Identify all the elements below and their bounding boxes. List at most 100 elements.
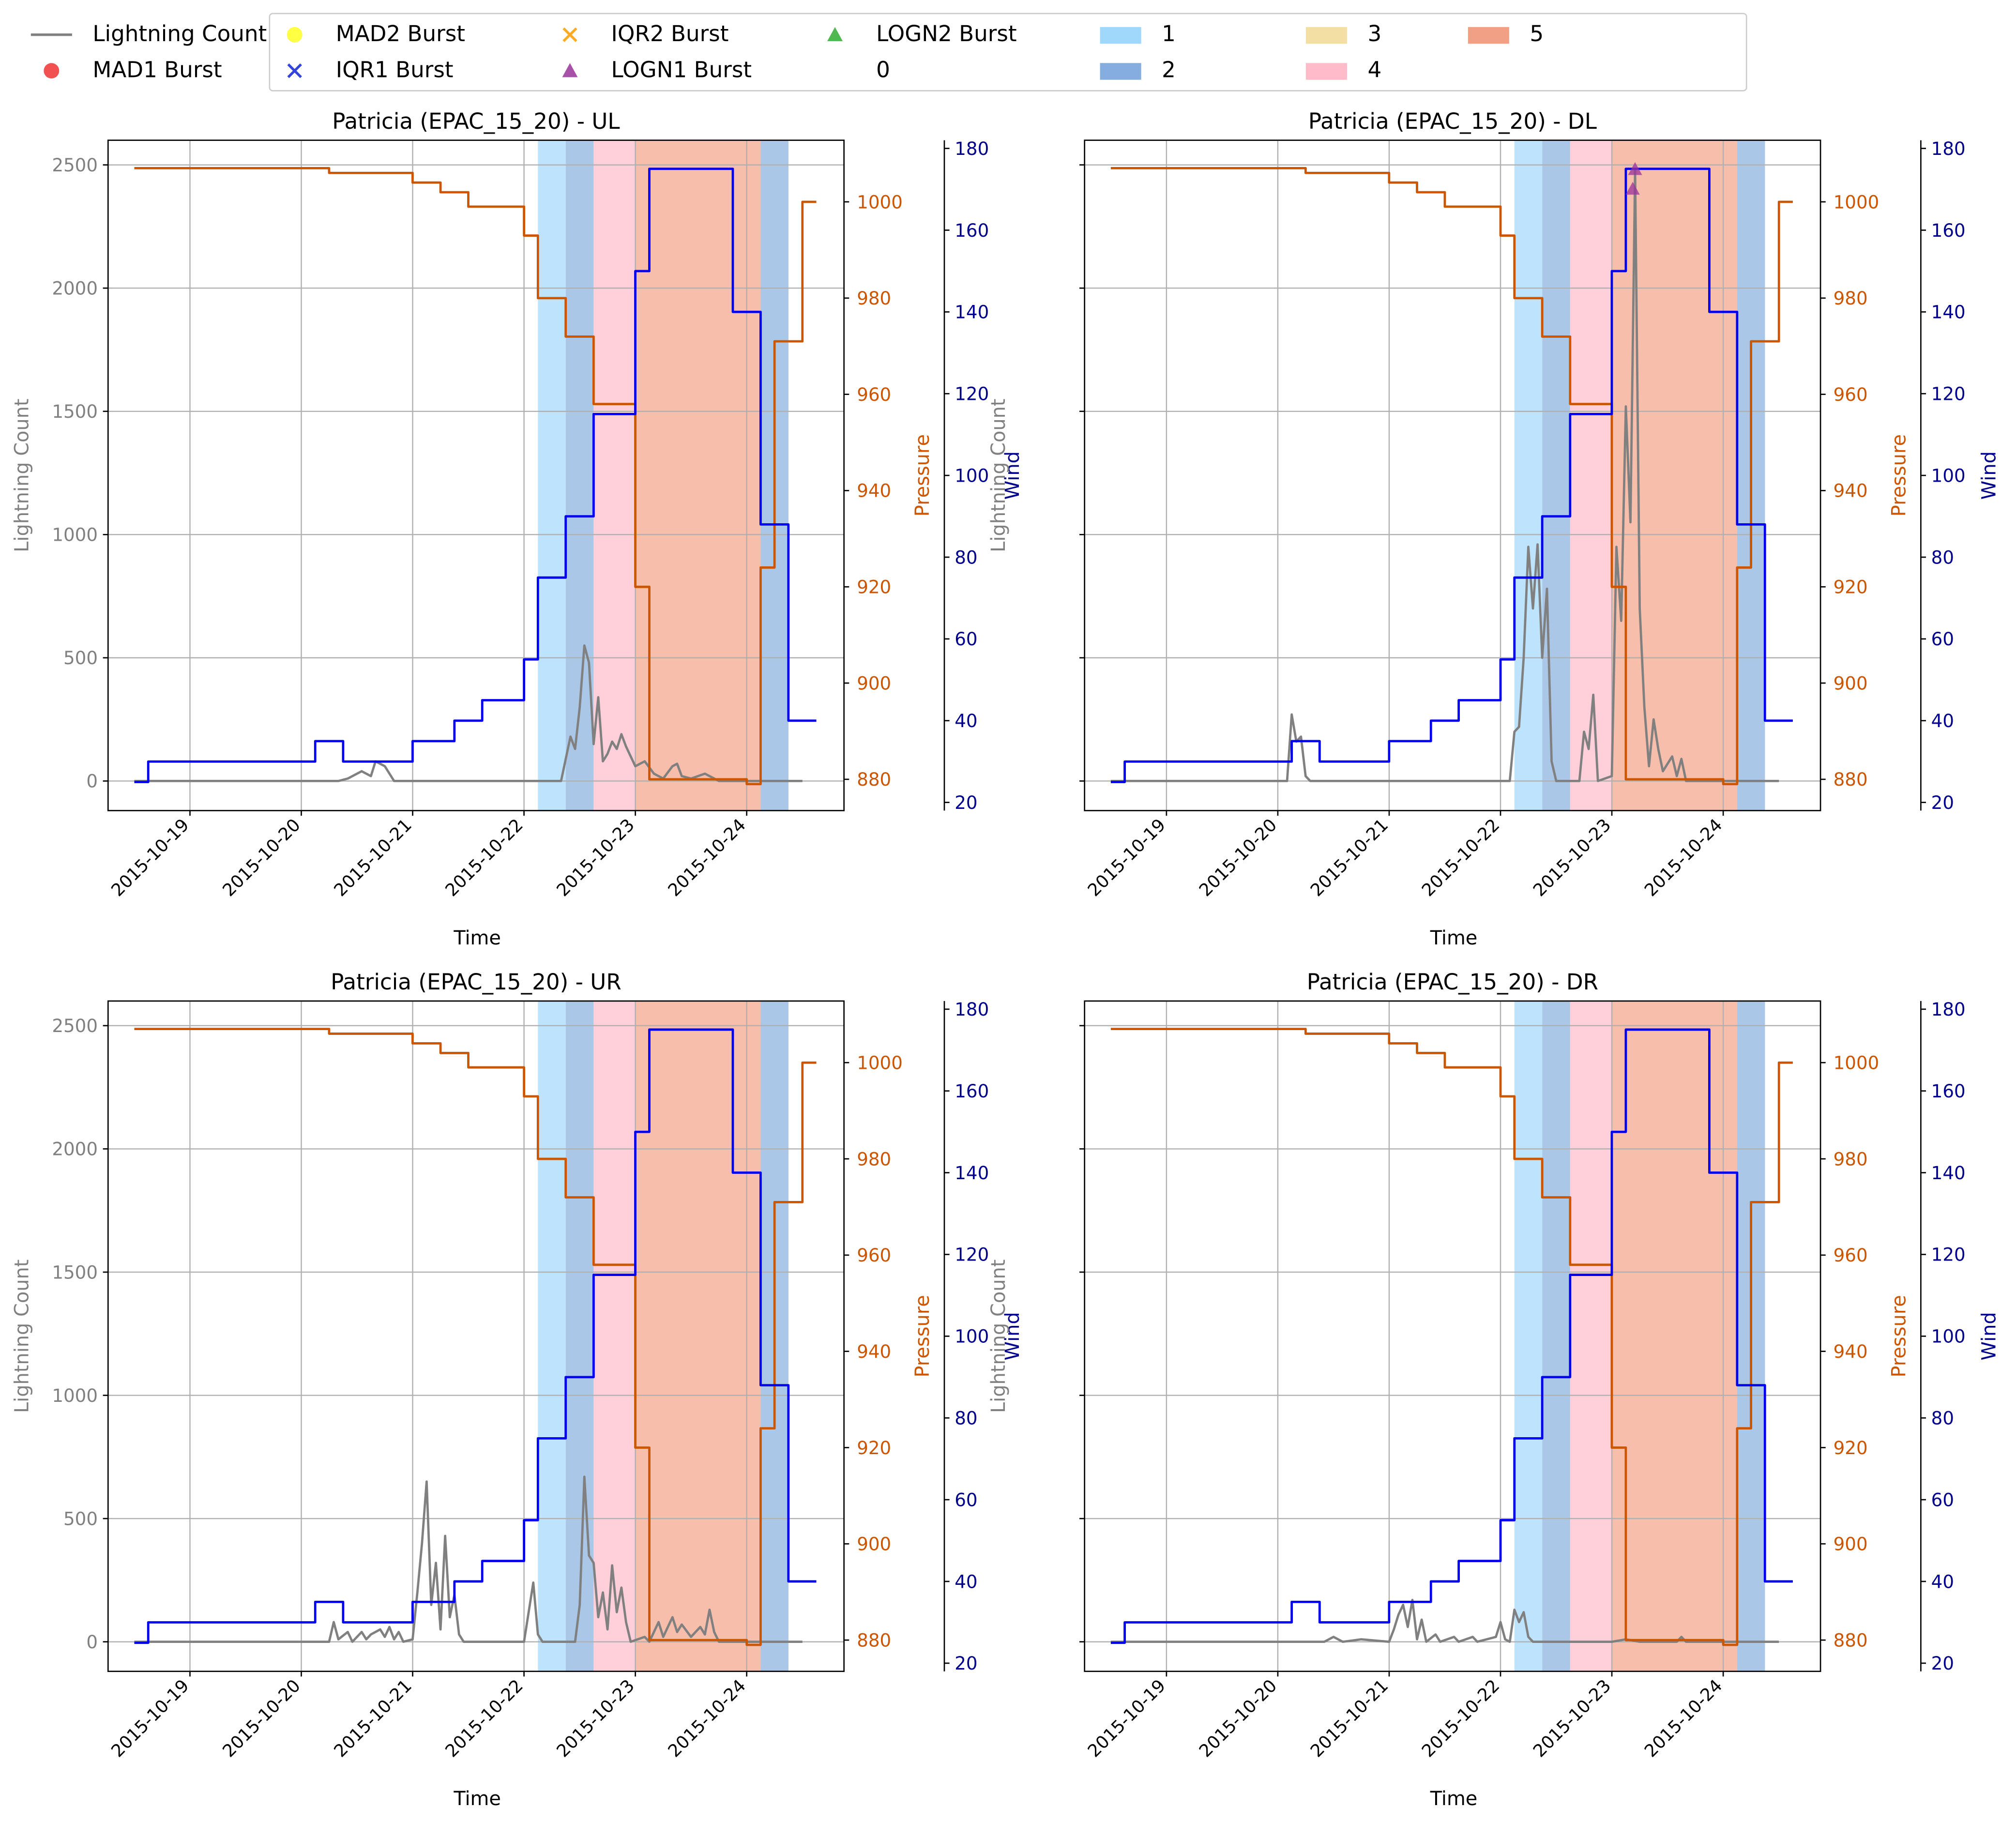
x-axis-label: Time: [453, 1788, 501, 1810]
legend-patch-icon: [1465, 21, 1512, 49]
wind-tick-label: 140: [1931, 1162, 1966, 1184]
legend-line-icon: [28, 21, 75, 49]
legend-label: 2: [1162, 58, 1176, 84]
legend-triangle-icon: [547, 57, 593, 85]
legend-item: MAD2 Burst: [272, 18, 465, 51]
wind-tick-label: 160: [1931, 220, 1966, 241]
wind-tick-label: 20: [955, 792, 977, 813]
y-tick-label: 1000: [52, 1385, 98, 1406]
pressure-tick-label: 920: [1834, 1437, 1868, 1458]
wind-tick-label: 120: [1931, 1244, 1966, 1265]
legend-label: IQR1 Burst: [335, 58, 454, 84]
x-tick-label: 2015-10-21: [1307, 815, 1392, 900]
legend-patch-icon: [1097, 57, 1144, 85]
x-tick-label: 2015-10-21: [330, 1676, 415, 1761]
figure-legend: Lightning Count MAD1 Burst MAD2 Burst IQR1 …: [30, 13, 1747, 91]
pressure-tick-label: 1000: [1834, 191, 1880, 213]
pressure-tick-label: 980: [1834, 1148, 1868, 1170]
y-tick-label: 2000: [52, 1139, 98, 1160]
legend-label: Lightning Count: [92, 22, 267, 48]
legend-circle-icon: [28, 57, 75, 85]
category-band-5: [1612, 140, 1737, 811]
legend-label: 5: [1530, 22, 1544, 48]
x-tick-label: 2015-10-20: [219, 1676, 304, 1761]
x-tick-label: 2015-10-24: [1641, 815, 1726, 900]
legend-item: 3: [1304, 18, 1381, 51]
category-band-2: [1542, 140, 1570, 811]
legend-item: 0: [812, 54, 890, 88]
y-axis-label: Lightning Count: [11, 1260, 33, 1413]
legend-label: LOGN1 Burst: [611, 58, 752, 84]
category-band-4: [1570, 140, 1612, 811]
wind-tick-label: 120: [955, 1244, 989, 1265]
panel-2: 2015-10-19 2015-10-20 2015-10-21 2015-10-22…: [987, 108, 2001, 949]
y-axis-label: Lightning Count: [987, 1260, 1010, 1413]
panel-title: Patricia (EPAC_15_20) - DR: [1307, 969, 1598, 995]
pressure-tick-label: 1000: [857, 1052, 903, 1073]
wind-tick-label: 140: [955, 1162, 989, 1184]
legend-patch-icon: [1304, 57, 1350, 85]
wind-tick-label: 40: [1931, 1571, 1954, 1592]
category-band-4: [593, 140, 636, 811]
x-tick-label: 2015-10-21: [1307, 1676, 1392, 1761]
wind-tick-label: 160: [955, 220, 989, 241]
legend-label: MAD2 Burst: [335, 22, 466, 48]
pressure-tick-label: 960: [857, 1245, 891, 1266]
pressure-tick-label: 940: [1834, 1341, 1868, 1362]
pressure-tick-label: 920: [1834, 577, 1868, 598]
wind-tick-label: 100: [1931, 1326, 1966, 1347]
pressure-tick-label: 880: [1834, 769, 1868, 790]
y-tick-label: 500: [63, 1508, 98, 1529]
category-band-1: [538, 140, 566, 811]
wind-tick-label: 80: [1931, 1408, 1954, 1429]
series-lightning-count: [134, 1475, 803, 1643]
series-lightning-count: [1110, 168, 1779, 782]
legend-label: 1: [1162, 22, 1176, 48]
wind-tick-label: 80: [955, 1408, 977, 1429]
wind-tick-label: 60: [1931, 1489, 1954, 1510]
x-tick-label: 2015-10-23: [553, 1676, 638, 1761]
wind-tick-label: 40: [955, 1571, 977, 1592]
pressure-tick-label: 900: [857, 1534, 891, 1555]
x-tick-label: 2015-10-23: [1530, 1676, 1615, 1761]
panel-3: 2015-10-19 2015-10-20 2015-10-21 2015-10-22…: [11, 969, 1024, 1810]
series-wind: [1110, 167, 1793, 783]
pressure-tick-label: 880: [857, 769, 891, 790]
series-lightning-count: [1110, 1598, 1779, 1643]
pressure-tick-label: 1000: [1834, 1052, 1880, 1073]
pressure-axis-label: Pressure: [911, 1295, 934, 1377]
wind-tick-label: 100: [1931, 465, 1966, 486]
y-tick-label: 0: [86, 1631, 98, 1653]
wind-tick-label: 120: [1931, 383, 1966, 405]
pressure-tick-label: 940: [857, 480, 891, 501]
pressure-axis-label: Pressure: [1888, 1295, 1910, 1377]
category-band-5: [1612, 1001, 1737, 1671]
legend-label: IQR2 Burst: [611, 22, 729, 48]
wind-tick-label: 80: [955, 547, 977, 568]
category-band-1: [1514, 1001, 1543, 1671]
wind-tick-label: 20: [1931, 792, 1954, 813]
legend-item: IQR2 Burst: [547, 18, 729, 51]
x-axis-label: Time: [453, 927, 501, 949]
x-axis-label: Time: [1430, 1788, 1478, 1810]
pressure-tick-label: 880: [1834, 1629, 1868, 1651]
wind-tick-label: 180: [955, 999, 989, 1020]
category-band-5: [635, 140, 761, 811]
x-tick-label: 2015-10-24: [1641, 1676, 1726, 1761]
category-band-1: [538, 1001, 566, 1671]
plot-area: [108, 140, 844, 811]
wind-tick-label: 40: [955, 710, 977, 731]
pressure-tick-label: 900: [1834, 672, 1868, 694]
logn1-burst-marker: [1628, 162, 1642, 175]
pressure-tick-label: 980: [1834, 288, 1868, 309]
axes-frame: [107, 139, 845, 811]
legend-label: 4: [1367, 58, 1382, 84]
x-tick-label: 2015-10-23: [1530, 815, 1615, 900]
series-wind: [1110, 1028, 1793, 1644]
pressure-tick-label: 900: [1834, 1534, 1868, 1555]
pressure-tick-label: 920: [857, 577, 891, 598]
y-tick-label: 2500: [52, 1015, 98, 1036]
legend-label: 0: [876, 58, 890, 84]
